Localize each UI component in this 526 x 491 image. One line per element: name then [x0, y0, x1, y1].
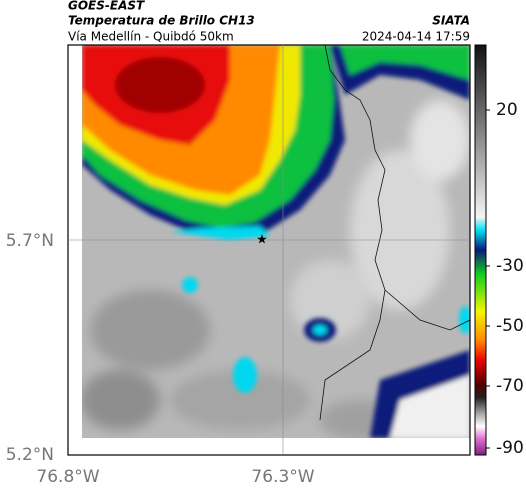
brand: SIATA — [432, 14, 470, 28]
colorbar-label: -50 — [496, 316, 524, 336]
datetime: 2024-04-14 17:59 — [362, 30, 470, 44]
colorbar-label: 20 — [496, 100, 518, 120]
colorbar — [474, 44, 487, 456]
lon-label: 76.8°W — [36, 467, 99, 487]
source: GOES-EAST — [68, 0, 145, 13]
location-marker: ★ — [256, 233, 268, 248]
colorbar-label: -30 — [496, 256, 524, 276]
lat-label: 5.2°N — [6, 445, 54, 465]
subtitle: Vía Medellín - Quibdó 50km — [68, 30, 234, 44]
colorbar-label: -70 — [496, 376, 524, 396]
satellite-image — [82, 45, 470, 438]
lon-label: 76.3°W — [251, 467, 314, 487]
title: Temperatura de Brillo CH13 — [68, 14, 255, 28]
colorbar-label: -90 — [496, 438, 524, 458]
map-frame — [67, 44, 471, 456]
colorbar-ticks — [486, 109, 490, 449]
lat-label: 5.7°N — [6, 231, 54, 251]
